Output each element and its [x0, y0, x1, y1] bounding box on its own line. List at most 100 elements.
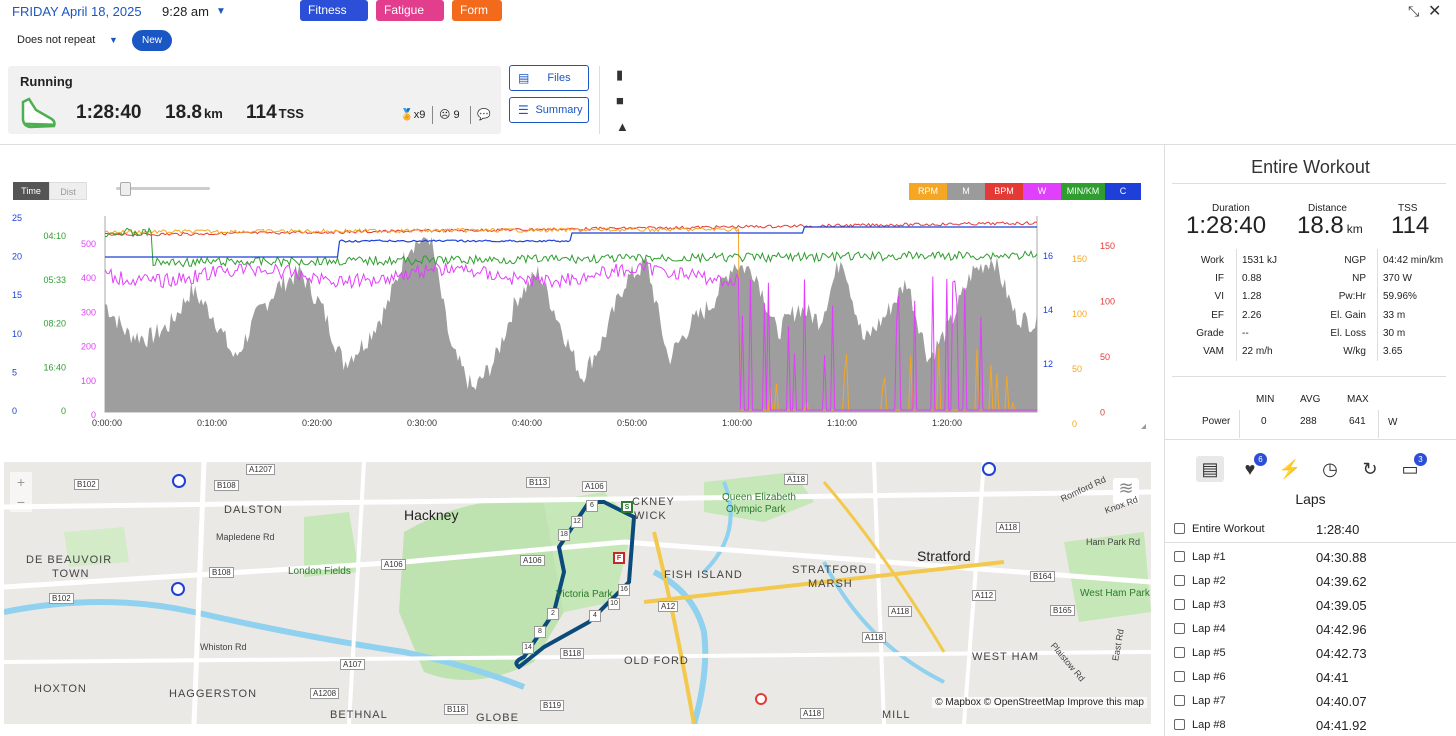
lap-checkbox[interactable]: [1174, 647, 1185, 658]
legend-item-w[interactable]: W: [1023, 183, 1061, 200]
files-button[interactable]: ▤ Files: [509, 65, 589, 91]
close-icon[interactable]: ✕: [1428, 3, 1442, 20]
lap-marker[interactable]: 10: [608, 598, 620, 610]
heart-badge: 6: [1254, 453, 1267, 466]
divider: [1239, 410, 1240, 438]
divider: [1165, 542, 1456, 543]
legend-item-m[interactable]: M: [947, 183, 985, 200]
lap-row[interactable]: Entire Workout 1:28:40: [1172, 522, 1456, 546]
bar-chart-icon[interactable]: ▮: [616, 67, 624, 82]
lap-checkbox[interactable]: [1174, 719, 1185, 730]
files-button-label: Files: [547, 72, 571, 84]
face-icon: ☹: [439, 109, 451, 121]
zoom-slider-track[interactable]: [116, 187, 210, 190]
lap-row[interactable]: Lap #6 04:41: [1172, 670, 1456, 694]
comment-icon[interactable]: ■: [616, 93, 624, 108]
distance-value: 18.8 km: [1297, 212, 1363, 240]
lap-row[interactable]: Lap #2 04:39.62: [1172, 574, 1456, 598]
power-label: Power: [1202, 416, 1231, 427]
road-label: A118: [996, 522, 1021, 533]
legend-item-min-km[interactable]: MIN/KM: [1061, 183, 1105, 200]
finish-marker[interactable]: F: [613, 552, 625, 564]
zoom-in-icon[interactable]: +: [16, 474, 26, 490]
workout-time[interactable]: 9:28 am: [162, 4, 209, 19]
elevation-series: [105, 237, 1037, 412]
map-base: [4, 462, 1151, 724]
axis-tick-time: 0:30:00: [407, 418, 437, 428]
clock-icon[interactable]: ◷: [1322, 459, 1338, 479]
lap-row[interactable]: Lap #4 04:42.96: [1172, 622, 1456, 646]
lap-checkbox[interactable]: [1174, 575, 1185, 586]
lap-checkbox[interactable]: [1174, 599, 1185, 610]
summary-button[interactable]: ☰ Summary: [509, 97, 589, 123]
lap-marker[interactable]: 4: [589, 610, 601, 622]
distance-toggle[interactable]: Dist: [49, 182, 87, 200]
comments-icon[interactable]: 💬: [477, 109, 491, 121]
lap-marker[interactable]: 8: [534, 626, 546, 638]
fitness-badge[interactable]: Fitness 49: [300, 0, 368, 38]
lap-marker[interactable]: 12: [571, 516, 583, 528]
lap-row[interactable]: Lap #1 04:30.88: [1172, 550, 1456, 574]
axis-tick-c: 25: [12, 213, 22, 223]
map-label: West Ham Park: [1080, 588, 1150, 599]
map-label: MILL: [882, 709, 911, 721]
lap-checkbox[interactable]: [1174, 623, 1185, 634]
road-label: B119: [540, 700, 565, 711]
lap-checkbox[interactable]: [1174, 551, 1185, 562]
chevron-down-icon[interactable]: ▼: [216, 6, 226, 17]
chevron-down-icon[interactable]: ▼: [109, 35, 118, 45]
map-label: WICK: [634, 510, 667, 522]
heart-icon[interactable]: ♥: [1244, 459, 1256, 479]
lap-marker[interactable]: 14: [522, 642, 534, 654]
lightning-icon[interactable]: ⚡: [1278, 459, 1302, 479]
lap-time: 04:41.92: [1316, 718, 1367, 733]
fatigue-badge[interactable]: Fatigue 52: [376, 0, 444, 38]
zoom-out-icon[interactable]: −: [16, 494, 26, 510]
road-label: A106: [520, 555, 545, 566]
lap-row[interactable]: Lap #8 04:41.92: [1172, 718, 1456, 736]
lap-marker[interactable]: 16: [618, 584, 630, 596]
zoom-slider-handle[interactable]: [120, 182, 131, 196]
time-toggle[interactable]: Time: [13, 182, 49, 200]
lap-time: 04:40.07: [1316, 694, 1367, 709]
repeat-select[interactable]: Does not repeat: [17, 34, 96, 46]
layers-icon[interactable]: ≋: [1113, 478, 1139, 504]
medal-icon: 🏅: [400, 109, 414, 121]
collapse-icon[interactable]: ⤡: [1408, 3, 1420, 19]
summary-distance: 18.8 km: [165, 102, 223, 124]
workout-chart[interactable]: 252015105004:1005:3308:2016:400500400300…: [0, 205, 1160, 435]
lap-row[interactable]: Lap #3 04:39.05: [1172, 598, 1456, 622]
mountain-icon[interactable]: ▲: [616, 119, 629, 134]
lap-marker[interactable]: 18: [558, 529, 570, 541]
new-button[interactable]: New: [132, 30, 172, 51]
metric-value: 22 m/h: [1242, 346, 1273, 357]
workout-date[interactable]: FRIDAY April 18, 2025: [12, 4, 142, 19]
feel-rating[interactable]: ☹ 9: [439, 108, 460, 121]
ruler-icon[interactable]: ▭: [1401, 459, 1419, 479]
lap-row[interactable]: Lap #7 04:40.07: [1172, 694, 1456, 718]
lap-checkbox[interactable]: [1174, 523, 1185, 534]
lap-marker[interactable]: 6: [586, 500, 598, 512]
refresh-icon[interactable]: ↻: [1362, 459, 1378, 479]
form-badge[interactable]: Form 5: [452, 0, 502, 38]
legend-item-bpm[interactable]: BPM: [985, 183, 1023, 200]
lap-checkbox[interactable]: [1174, 695, 1185, 706]
medal-count[interactable]: 🏅x9: [400, 108, 425, 121]
route-map[interactable]: + − ≋ Hackney DALSTON DE BEAUVOIR TOWN St…: [4, 462, 1151, 724]
laps-list-icon[interactable]: ▤: [1196, 456, 1224, 482]
file-icon: ▤: [518, 71, 530, 85]
lap-checkbox[interactable]: [1174, 671, 1185, 682]
axis-tick-watts: 200: [81, 342, 96, 352]
zoom-controls[interactable]: + −: [10, 472, 32, 512]
axis-tick-watts: 500: [81, 239, 96, 249]
road-label: A107: [340, 659, 365, 670]
sport-name: Running: [20, 74, 73, 89]
legend-item-c[interactable]: C: [1105, 183, 1141, 200]
lap-row[interactable]: Lap #5 04:42.73: [1172, 646, 1456, 670]
lap-marker[interactable]: 2: [547, 608, 559, 620]
resize-handle-icon[interactable]: [1141, 424, 1146, 429]
legend-item-rpm[interactable]: RPM: [909, 183, 947, 200]
start-marker[interactable]: S: [621, 501, 633, 513]
map-attribution[interactable]: © Mapbox © OpenStreetMap Improve this ma…: [932, 697, 1147, 708]
road-label: A1207: [246, 464, 276, 475]
